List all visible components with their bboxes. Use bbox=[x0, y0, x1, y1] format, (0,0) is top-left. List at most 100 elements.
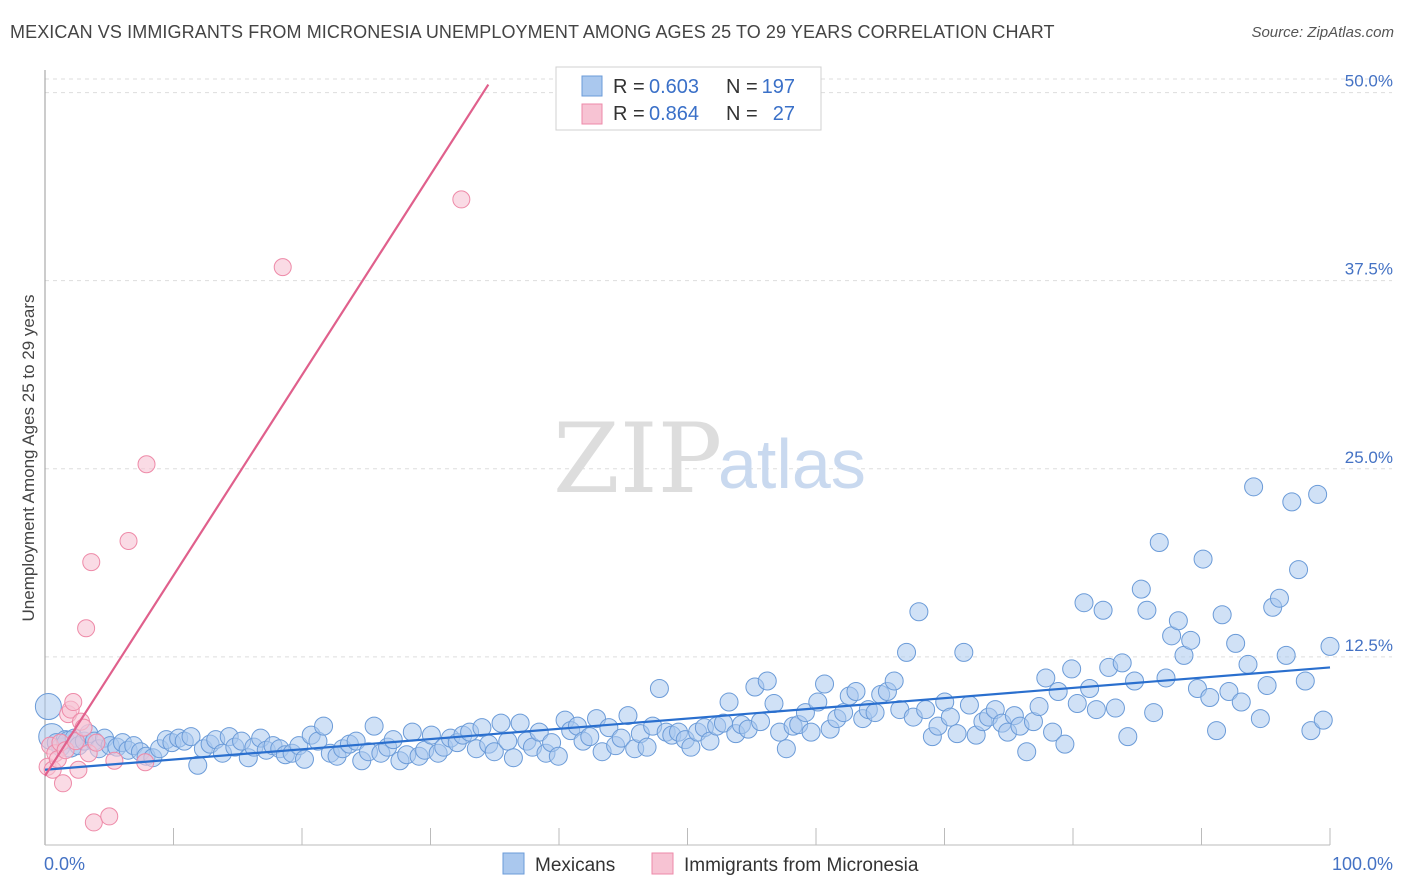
watermark-atlas: atlas bbox=[718, 425, 866, 503]
scatter-point-micronesia bbox=[53, 774, 72, 793]
scatter-point-mexicans bbox=[491, 713, 511, 733]
scatter-point-mexicans bbox=[1144, 703, 1164, 723]
scatter-point-mexicans bbox=[1181, 630, 1201, 650]
x-tick-label-max: 100.0% bbox=[1332, 854, 1393, 874]
legend-r-value-1: 0.603 bbox=[649, 76, 699, 98]
scatter-point-mexicans bbox=[940, 707, 960, 727]
scatter-point-mexicans bbox=[1282, 492, 1302, 512]
scatter-point-mexicans bbox=[1118, 727, 1138, 747]
scatter-point-mexicans bbox=[1212, 605, 1232, 625]
scatter-point-mexicans bbox=[1093, 600, 1113, 620]
scatter-point-mexicans bbox=[1193, 549, 1213, 569]
scatter-point-mexicans bbox=[484, 742, 504, 762]
scatter-point-mexicans bbox=[1308, 484, 1328, 504]
scatter-point-mexicans bbox=[1043, 722, 1063, 742]
scatter-point-micronesia bbox=[273, 258, 292, 277]
scatter-point-mexicans bbox=[909, 602, 929, 622]
scatter-point-mexicans bbox=[947, 724, 967, 744]
y-tick-label: 37.5% bbox=[1345, 260, 1393, 279]
bottom-legend-mexicans: Mexicans bbox=[535, 855, 615, 876]
scatter-point-mexicans bbox=[498, 731, 518, 751]
scatter-point-micronesia bbox=[119, 532, 138, 551]
scatter-point-mexicans bbox=[1301, 721, 1321, 741]
scatter-point-mexicans bbox=[1320, 636, 1340, 656]
scatter-point-mexicans bbox=[611, 728, 631, 748]
y-axis-label: Unemployment Among Ages 25 to 29 years bbox=[19, 295, 38, 622]
scatter-point-mexicans bbox=[884, 671, 904, 691]
scatter-point-mexicans bbox=[815, 674, 835, 694]
legend-n-value-1: 197 bbox=[762, 76, 795, 98]
y-tick-label: 12.5% bbox=[1345, 636, 1393, 655]
source-label: Source: ZipAtlas.com bbox=[1251, 24, 1394, 41]
scatter-point-mexicans bbox=[1055, 734, 1075, 754]
bottom-legend-swatch-micronesia bbox=[651, 852, 674, 875]
scatter-point-mexicans bbox=[510, 713, 530, 733]
legend-r-value-2: 0.864 bbox=[649, 103, 699, 125]
trend-line-micronesia bbox=[44, 83, 490, 777]
bottom-legend-swatch-mexicans bbox=[502, 852, 525, 875]
scatter-point-micronesia bbox=[137, 455, 156, 474]
scatter-point-mexicans bbox=[1226, 633, 1246, 653]
scatter-point-mexicans bbox=[865, 703, 885, 723]
y-tick-label: 25.0% bbox=[1345, 448, 1393, 467]
scatter-point-mexicans bbox=[959, 695, 979, 715]
scatter-point-mexicans bbox=[34, 693, 62, 721]
scatter-point-mexicans bbox=[1105, 698, 1125, 718]
scatter-point-mexicans bbox=[846, 682, 866, 702]
scatter-point-mexicans bbox=[364, 716, 384, 736]
scatter-point-mexicans bbox=[897, 642, 917, 662]
scatter-point-mexicans bbox=[1207, 721, 1227, 741]
scatter-point-mexicans bbox=[637, 737, 657, 757]
scatter-point-mexicans bbox=[1244, 477, 1264, 497]
scatter-point-mexicans bbox=[954, 642, 974, 662]
scatter-point-micronesia bbox=[82, 553, 101, 572]
scatter-point-mexicans bbox=[181, 727, 201, 747]
scatter-point-micronesia bbox=[69, 760, 88, 779]
scatter-point-micronesia bbox=[105, 751, 124, 770]
scatter-point-mexicans bbox=[1149, 533, 1169, 553]
scatter-point-micronesia bbox=[64, 693, 83, 712]
scatter-point-mexicans bbox=[402, 722, 422, 742]
scatter-point-mexicans bbox=[1067, 694, 1087, 714]
scatter-point-micronesia bbox=[77, 619, 96, 638]
scatter-point-mexicans bbox=[1036, 668, 1056, 688]
scatter-point-micronesia bbox=[100, 807, 119, 826]
scatter-point-mexicans bbox=[1125, 671, 1145, 691]
scatter-point-mexicans bbox=[1269, 588, 1289, 608]
scatter-point-mexicans bbox=[294, 749, 314, 769]
scatter-point-mexicans bbox=[1295, 671, 1315, 691]
scatter-point-mexicans bbox=[1219, 682, 1239, 702]
scatter-point-mexicans bbox=[1112, 653, 1132, 673]
scatter-point-mexicans bbox=[808, 692, 828, 712]
legend-n-label-2: N = bbox=[726, 103, 758, 125]
scatter-point-mexicans bbox=[776, 739, 796, 759]
scatter-point-mexicans bbox=[472, 718, 492, 738]
scatter-point-mexicans bbox=[764, 694, 784, 714]
legend-n-value-2: 27 bbox=[773, 103, 795, 125]
scatter-point-mexicans bbox=[599, 718, 619, 738]
scatter-point-mexicans bbox=[751, 712, 771, 732]
scatter-point-mexicans bbox=[503, 748, 523, 768]
scatter-point-mexicans bbox=[1048, 682, 1068, 702]
scatter-point-mexicans bbox=[1289, 560, 1309, 580]
scatter-point-mexicans bbox=[383, 730, 403, 750]
correlation-legend: R = 0.603 N = 197 R = 0.864 N = 27 bbox=[555, 66, 822, 131]
scatter-point-micronesia bbox=[74, 718, 93, 737]
scatter-point-mexicans bbox=[618, 706, 638, 726]
scatter-point-mexicans bbox=[801, 722, 821, 742]
scatter-point-mexicans bbox=[1156, 668, 1176, 688]
scatter-point-mexicans bbox=[1250, 709, 1270, 729]
scatter-point-mexicans bbox=[314, 716, 334, 736]
scatter-point-mexicans bbox=[1029, 697, 1049, 717]
scatter-point-mexicans bbox=[548, 746, 568, 766]
y-tick-label: 50.0% bbox=[1345, 72, 1393, 91]
legend-r-label-2: R = bbox=[613, 103, 645, 125]
series-legend: Mexicans Immigrants from Micronesia bbox=[502, 852, 919, 876]
legend-r-label-1: R = bbox=[613, 76, 645, 98]
bottom-legend-micronesia: Immigrants from Micronesia bbox=[684, 855, 919, 876]
scatter-point-mexicans bbox=[1276, 645, 1296, 665]
scatter-point-mexicans bbox=[1062, 659, 1082, 679]
trend-line-mexicans bbox=[44, 666, 1331, 771]
watermark-zip: ZIP bbox=[553, 403, 722, 515]
